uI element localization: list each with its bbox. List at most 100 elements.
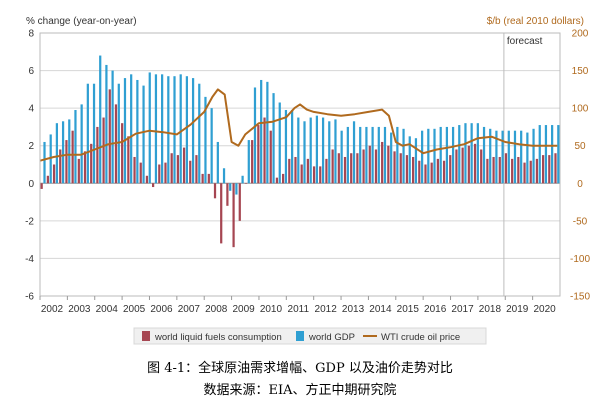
bar-world-gdp (470, 123, 473, 184)
bar-fuels-consumption (306, 158, 309, 184)
bar-fuels-consumption (461, 147, 464, 184)
bar-world-gdp (328, 121, 331, 184)
right-tick-label: 50 (574, 141, 586, 152)
bar-fuels-consumption (170, 153, 173, 184)
bar-fuels-consumption (108, 89, 111, 184)
bar-fuels-consumption (424, 164, 427, 184)
x-tick-label: 2014 (369, 304, 392, 315)
legend-swatch-fuels (142, 331, 150, 341)
chart: forecast 8 6 4 2 0 -2 -4 -6 200 150 100 50 0 -50 -100… (25, 16, 590, 345)
right-axis-title: $/b (real 2010 dollars) (487, 16, 584, 27)
legend-label-gdp: world GDP (308, 332, 355, 343)
bar-world-gdp (544, 125, 548, 184)
bar-fuels-consumption (139, 162, 142, 184)
bar-world-gdp (489, 128, 492, 184)
bar-world-gdp (346, 126, 349, 184)
x-tick-label: 2007 (178, 304, 201, 315)
bar-world-gdp (297, 117, 300, 184)
bar-world-gdp (284, 110, 288, 184)
bar-fuels-consumption (220, 183, 223, 244)
left-tick-label: 6 (28, 66, 34, 77)
bar-fuels-consumption (511, 158, 514, 184)
bar-fuels-consumption (350, 153, 353, 184)
bar-world-gdp (451, 126, 455, 184)
right-tick-label: -100 (570, 254, 590, 265)
bar-world-gdp (222, 168, 226, 184)
bar-world-gdp (247, 140, 250, 184)
bar-world-gdp (136, 79, 139, 184)
bar-fuels-consumption (83, 151, 87, 184)
bar-fuels-consumption (288, 158, 291, 184)
bar-fuels-consumption (442, 160, 446, 184)
bar-world-gdp (43, 141, 46, 184)
x-tick-label: 2013 (342, 304, 365, 315)
bar-fuels-consumption (90, 143, 93, 184)
bar-world-gdp (185, 76, 189, 184)
right-tick-label: 150 (572, 66, 589, 77)
bar-world-gdp (414, 138, 418, 184)
bar-world-gdp (433, 128, 436, 184)
x-axis-ticks: 2002 2003 2004 2005 2006 2007 2008 2009 2010 2011… (39, 296, 557, 315)
x-tick-label: 2016 (424, 304, 447, 315)
bar-world-gdp (105, 64, 108, 184)
x-tick-label: 2004 (96, 304, 119, 315)
bar-fuels-consumption (381, 141, 384, 184)
bar-fuels-consumption (213, 183, 217, 199)
bar-fuels-consumption (535, 158, 539, 184)
right-tick-label: -50 (573, 216, 588, 227)
bar-fuels-consumption (541, 155, 545, 184)
bar-fuels-consumption (449, 155, 452, 184)
bar-world-gdp (278, 102, 281, 184)
bar-world-gdp (111, 70, 114, 184)
bar-fuels-consumption (176, 155, 179, 184)
bar-fuels-consumption (387, 145, 390, 184)
right-tick-label: 200 (572, 29, 589, 40)
bar-fuels-consumption (226, 183, 229, 206)
bar-fuels-consumption (455, 149, 458, 184)
bar-fuels-consumption (133, 156, 136, 184)
bars-layer (40, 55, 560, 248)
bar-world-gdp (427, 128, 430, 184)
x-tick-label: 2009 (232, 304, 255, 315)
bar-world-gdp (210, 108, 213, 184)
bar-fuels-consumption (325, 158, 328, 184)
bar-fuels-consumption (411, 156, 415, 184)
bar-world-gdp (520, 130, 523, 184)
bar-world-gdp (123, 78, 127, 184)
bar-world-gdp (377, 126, 380, 184)
bar-world-gdp (204, 96, 207, 184)
bar-fuels-consumption (362, 149, 365, 184)
bar-fuels-consumption (294, 156, 297, 184)
left-tick-label: 8 (28, 29, 34, 40)
bar-world-gdp (161, 74, 164, 184)
figure-caption: 图 4-1：全球原油需求增幅、GDP 以及油价走势对比 (147, 361, 453, 376)
bar-world-gdp (315, 115, 319, 184)
legend-label-oil: WTI crude oil price (381, 332, 460, 343)
bar-world-gdp (61, 121, 65, 184)
bar-fuels-consumption (517, 156, 520, 184)
bar-world-gdp (439, 126, 442, 184)
x-tick-label: 2020 (534, 304, 557, 315)
bar-world-gdp (173, 76, 176, 184)
series-line-wti-oil-price (39, 88, 558, 162)
right-tick-label: 0 (577, 179, 583, 190)
bar-fuels-consumption (151, 183, 155, 188)
bar-world-gdp (117, 83, 120, 184)
bar-fuels-consumption (523, 162, 526, 184)
bar-world-gdp (68, 119, 71, 184)
bar-fuels-consumption (195, 155, 198, 184)
x-tick-label: 2017 (451, 304, 474, 315)
bar-fuels-consumption (418, 160, 421, 184)
x-tick-label: 2005 (123, 304, 146, 315)
bar-fuels-consumption (275, 177, 279, 184)
bar-fuels-consumption (189, 160, 192, 184)
left-axis-ticks: 8 6 4 2 0 -2 -4 -6 (25, 29, 34, 303)
bar-fuels-consumption (374, 149, 378, 184)
bar-world-gdp (148, 72, 151, 184)
bar-fuels-consumption (312, 166, 316, 184)
bar-world-gdp (309, 117, 312, 184)
bar-fuels-consumption (319, 166, 322, 184)
bar-world-gdp (179, 74, 182, 184)
bar-world-gdp (421, 130, 424, 184)
bar-fuels-consumption (405, 155, 409, 184)
